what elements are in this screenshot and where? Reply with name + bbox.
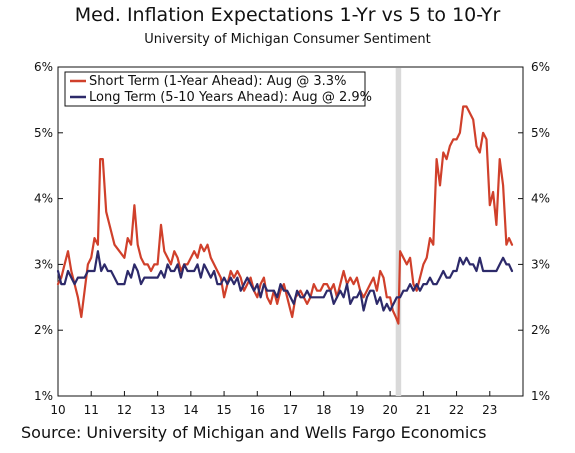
legend: Short Term (1-Year Ahead): Aug @ 3.3% Lo…	[64, 71, 372, 107]
y-tick-label-right: 1%	[531, 389, 550, 403]
x-tick-label: 11	[84, 403, 99, 417]
x-tick-label: 14	[183, 403, 198, 417]
y-tick-label-left: 1%	[34, 389, 53, 403]
y-tick-label-left: 5%	[34, 126, 53, 140]
y-tick-label-right: 2%	[531, 323, 550, 337]
x-tick-label: 12	[117, 403, 132, 417]
x-tick-label: 22	[449, 403, 464, 417]
y-tick-label-right: 6%	[531, 60, 550, 74]
x-tick-label: 15	[216, 403, 231, 417]
chart-title: Med. Inflation Expectations 1-Yr vs 5 to…	[74, 4, 501, 26]
x-tick-label: 19	[349, 403, 364, 417]
x-tick-label: 16	[250, 403, 265, 417]
y-tick-label-left: 4%	[34, 192, 53, 206]
x-tick-label: 13	[150, 403, 165, 417]
chart-source: Source: University of Michigan and Wells…	[21, 423, 487, 442]
x-tick-label: 23	[482, 403, 497, 417]
legend-label-long-term: Long Term (5-10 Years Ahead): Aug @ 2.9%	[89, 90, 372, 105]
y-tick-label-right: 3%	[531, 257, 550, 271]
x-tick-label: 10	[50, 403, 65, 417]
chart-subtitle: University of Michigan Consumer Sentimen…	[144, 32, 431, 47]
legend-box	[64, 71, 366, 107]
y-tick-label-left: 6%	[34, 60, 53, 74]
long-term-series-line	[56, 250, 514, 312]
y-tick-label-right: 5%	[531, 126, 550, 140]
short-term-series-line	[56, 105, 514, 325]
y-tick-label-left: 3%	[34, 257, 53, 271]
legend-label-short-term: Short Term (1-Year Ahead): Aug @ 3.3%	[89, 74, 346, 89]
recession-shading	[395, 68, 402, 396]
y-tick-label-left: 2%	[34, 323, 53, 337]
x-tick-label: 21	[416, 403, 431, 417]
x-tick-label: 18	[316, 403, 331, 417]
plot-area	[57, 66, 524, 397]
x-tick-label: 17	[283, 403, 298, 417]
y-tick-label-right: 4%	[531, 192, 550, 206]
x-tick-label: 20	[383, 403, 398, 417]
